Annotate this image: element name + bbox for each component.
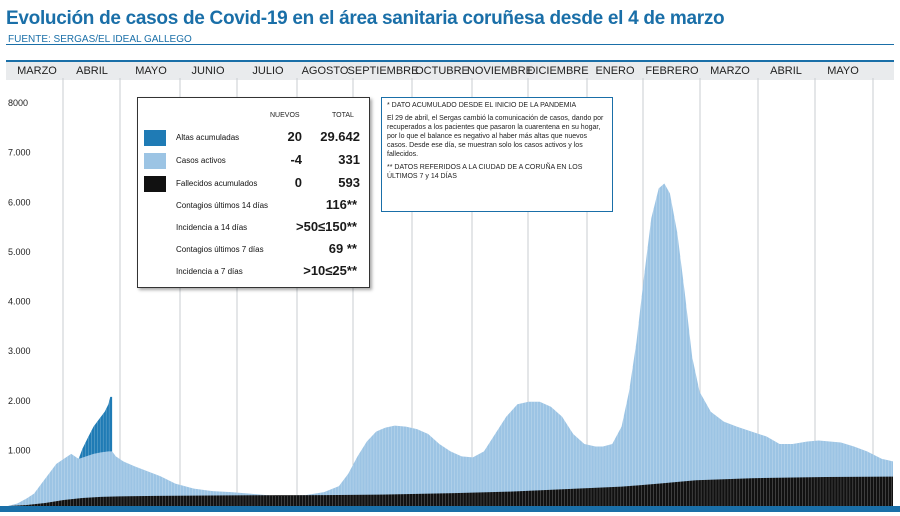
stat-value: 69 ** (328, 241, 357, 256)
legend-label: Altas acumuladas (176, 133, 240, 142)
stat-value: 116** (325, 197, 357, 212)
y-tick-label: 8000 (8, 98, 28, 108)
month-label: MARZO (17, 65, 57, 77)
legend-total: 29.642 (320, 129, 360, 144)
note-acumulado: * DATO ACUMULADO DESDE EL INICIO DE LA P… (387, 102, 577, 109)
legend-label: Casos activos (176, 156, 226, 165)
stat-label: Incidencia a 7 días (176, 267, 243, 276)
header-rule (6, 44, 894, 45)
month-label: FEBRERO (645, 65, 699, 77)
month-label: MAYO (135, 65, 167, 77)
note-sergas: El 29 de abril, el Sergas cambió la comu… (387, 115, 604, 158)
month-label: JUNIO (191, 65, 225, 77)
stat-value: >10≤25** (303, 263, 357, 278)
month-label: MARZO (710, 65, 750, 77)
legend-row: Casos activos -4 331 (138, 151, 369, 173)
chart-source: FUENTE: SERGAS/EL IDEAL GALLEGO (8, 34, 192, 45)
month-label: ENERO (595, 65, 635, 77)
notes-box: * DATO ACUMULADO DESDE EL INICIO DE LA P… (381, 97, 613, 212)
month-label: DICIEMBRE (527, 65, 589, 77)
note-ciudad: ** DATOS REFERIDOS A LA CIUDAD DE A CORU… (387, 164, 583, 180)
y-tick-label: 2.000 (8, 396, 31, 406)
legend-head-total: TOTAL (332, 112, 354, 119)
legend-swatch (144, 130, 166, 146)
legend-nuevos: 20 (287, 129, 302, 144)
series-fallecidos-area (8, 476, 893, 506)
legend-head-nuevos: NUEVOS (270, 112, 300, 119)
stat-value: >50≤150** (296, 219, 357, 234)
legend-label: Fallecidos acumulados (176, 179, 258, 188)
legend-total: 593 (338, 175, 360, 190)
month-label: NOVIEMBRE (466, 65, 534, 77)
chart-area: 1.000 2.000 3.000 4.000 5.000 6.000 7.000 8000 (0, 78, 900, 512)
month-label: SEPTIEMBRE (347, 65, 419, 77)
series-activos-area (8, 183, 893, 506)
stat-label: Incidencia a 14 días (176, 223, 248, 232)
legend-box: NUEVOS TOTAL Altas acumuladas 20 29.642 Cas… (137, 97, 370, 288)
legend-row: Fallecidos acumulados 0 593 (138, 174, 369, 196)
legend-total: 331 (338, 152, 360, 167)
legend-swatch (144, 176, 166, 192)
month-bar: MARZO ABRIL MAYO JUNIO JULIO AGOSTO SEPTIEMBRE… (6, 60, 894, 80)
x-axis-bar (0, 506, 900, 512)
y-tick-label: 7.000 (8, 148, 31, 158)
legend-stat-row: Contagios últimos 7 días 69 ** (138, 240, 369, 262)
y-tick-label: 5.000 (8, 247, 31, 257)
month-label: ABRIL (76, 65, 108, 77)
month-label: AGOSTO (301, 65, 349, 77)
stat-label: Contagios últimos 7 días (176, 245, 264, 254)
legend-swatch (144, 153, 166, 169)
chart-title: Evolución de casos de Covid-19 en el áre… (6, 8, 725, 29)
legend-stat-row: Incidencia a 14 días >50≤150** (138, 218, 369, 240)
stat-label: Contagios últimos 14 días (176, 201, 269, 210)
y-tick-label: 3.000 (8, 346, 31, 356)
legend-stat-row: Incidencia a 7 días >10≤25** (138, 262, 369, 284)
y-tick-label: 1.000 (8, 445, 31, 455)
legend-nuevos: 0 (294, 175, 302, 190)
month-label: MAYO (827, 65, 859, 77)
month-label: ABRIL (770, 65, 802, 77)
month-label: JULIO (252, 65, 284, 77)
y-tick-label: 4.000 (8, 297, 31, 307)
legend-row: Altas acumuladas 20 29.642 (138, 128, 369, 150)
y-tick-label: 6.000 (8, 197, 31, 207)
month-label: OCTUBRE (415, 65, 469, 77)
legend-stat-row: Contagios últimos 14 días 116** (138, 196, 369, 218)
legend-nuevos: -4 (290, 152, 302, 167)
